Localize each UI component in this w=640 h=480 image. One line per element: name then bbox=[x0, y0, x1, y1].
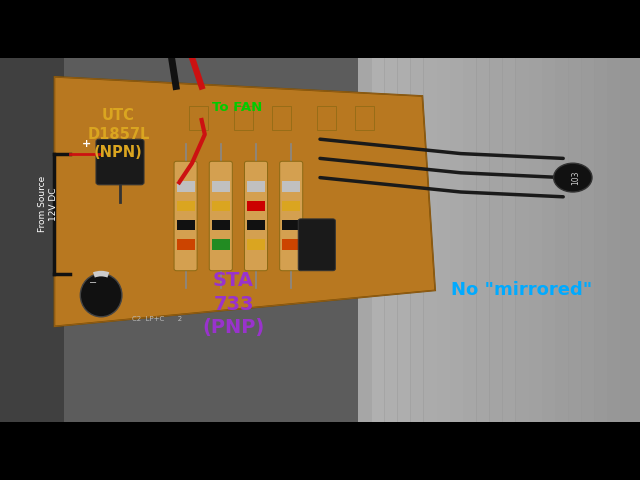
Bar bbox=[358, 58, 640, 422]
Bar bbox=[282, 181, 300, 192]
Text: No "mirrored": No "mirrored" bbox=[451, 281, 592, 299]
Ellipse shape bbox=[81, 274, 122, 317]
Bar bbox=[177, 220, 195, 230]
Bar bbox=[177, 181, 195, 192]
Bar bbox=[398, 58, 424, 422]
Bar bbox=[556, 58, 581, 422]
Text: +: + bbox=[82, 139, 91, 149]
Bar bbox=[212, 201, 230, 211]
Bar bbox=[355, 106, 374, 130]
Bar bbox=[477, 58, 502, 422]
Bar bbox=[0, 58, 64, 422]
Text: To FAN: To FAN bbox=[212, 101, 262, 114]
Bar bbox=[503, 58, 529, 422]
Bar bbox=[568, 58, 594, 422]
Bar bbox=[385, 58, 410, 422]
Bar bbox=[212, 181, 230, 192]
FancyBboxPatch shape bbox=[174, 161, 197, 271]
Text: 103: 103 bbox=[572, 170, 580, 185]
Bar bbox=[582, 58, 607, 422]
Bar bbox=[542, 58, 568, 422]
Text: UTC
D1857L
(NPN): UTC D1857L (NPN) bbox=[87, 108, 150, 160]
Bar bbox=[282, 220, 300, 230]
Bar bbox=[247, 201, 265, 211]
Circle shape bbox=[554, 163, 592, 192]
Bar bbox=[451, 58, 476, 422]
Bar bbox=[212, 220, 230, 230]
Bar bbox=[437, 58, 463, 422]
Bar bbox=[0, 422, 640, 480]
FancyBboxPatch shape bbox=[244, 161, 268, 271]
Bar bbox=[177, 201, 195, 211]
Polygon shape bbox=[54, 77, 435, 326]
Bar bbox=[212, 239, 230, 250]
Bar bbox=[608, 58, 634, 422]
Bar bbox=[358, 58, 384, 422]
FancyBboxPatch shape bbox=[96, 139, 144, 185]
FancyBboxPatch shape bbox=[209, 161, 232, 271]
FancyBboxPatch shape bbox=[298, 219, 335, 271]
Bar bbox=[424, 58, 450, 422]
Bar bbox=[177, 239, 195, 250]
Bar bbox=[272, 106, 291, 130]
Text: C2  LP+C      2: C2 LP+C 2 bbox=[132, 316, 182, 322]
Bar bbox=[595, 58, 620, 422]
Bar bbox=[282, 239, 300, 250]
Bar bbox=[490, 58, 515, 422]
Bar bbox=[516, 58, 541, 422]
Text: From Source
12V DC: From Source 12V DC bbox=[38, 176, 58, 232]
Bar bbox=[463, 58, 489, 422]
Bar bbox=[0, 0, 640, 58]
Bar bbox=[234, 106, 253, 130]
Bar bbox=[247, 239, 265, 250]
Text: −: − bbox=[90, 278, 97, 288]
Bar bbox=[282, 201, 300, 211]
FancyBboxPatch shape bbox=[280, 161, 303, 271]
Bar bbox=[317, 106, 336, 130]
Bar bbox=[247, 220, 265, 230]
Bar bbox=[372, 58, 397, 422]
Bar bbox=[247, 181, 265, 192]
Bar bbox=[0, 58, 358, 422]
Bar bbox=[411, 58, 436, 422]
Bar bbox=[529, 58, 555, 422]
Bar bbox=[189, 106, 208, 130]
Text: STA
733
(PNP): STA 733 (PNP) bbox=[202, 271, 265, 337]
